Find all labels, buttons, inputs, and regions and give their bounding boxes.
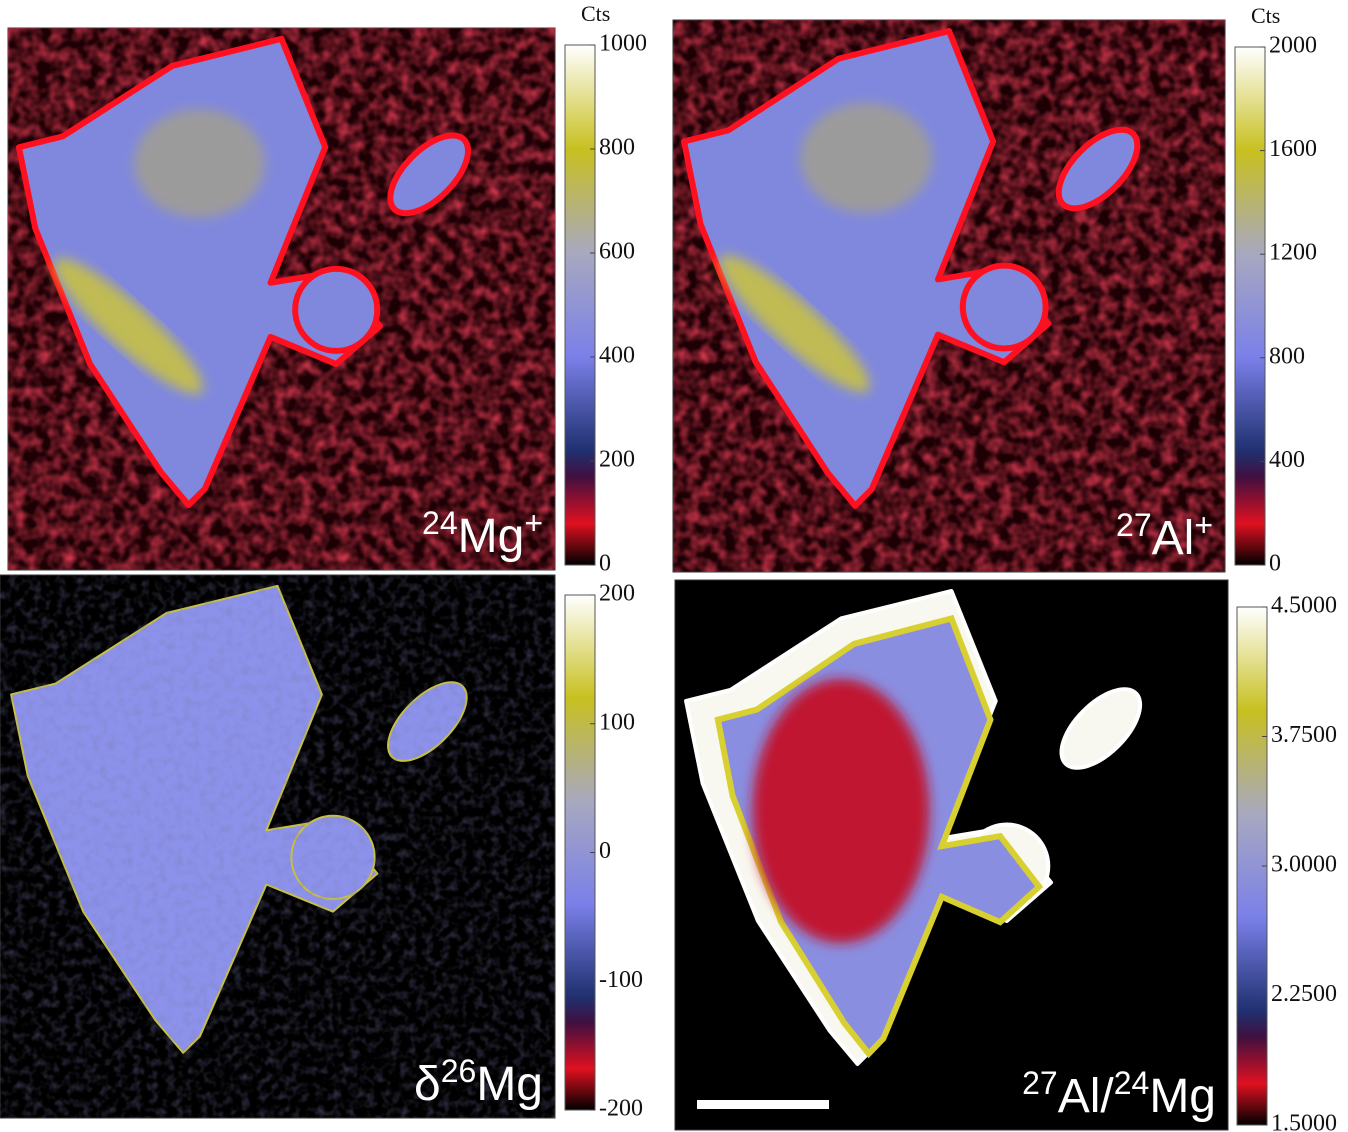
colorbar-unit: Cts [581, 1, 610, 26]
label-text: Mg [1149, 1070, 1216, 1123]
colorbar-tick-label: 0 [599, 551, 611, 577]
image-speckle [0, 575, 555, 1118]
grain [1055, 126, 1141, 212]
grain-core [752, 679, 930, 943]
colorbar-tick-label: 800 [1269, 343, 1305, 369]
image-map [672, 19, 1226, 573]
label-superscript: + [1194, 507, 1213, 543]
image-map [674, 579, 1229, 1131]
grain [959, 262, 1049, 352]
colorbar [564, 594, 596, 1111]
colorbar-tick-label: 200 [599, 581, 635, 607]
panel-label: 27Al+ [1116, 507, 1213, 565]
panel: δ26Mg -200 -100 0 100 200 [0, 574, 643, 1122]
label-superscript: 27 [1116, 507, 1152, 543]
label-superscript: 24 [422, 505, 458, 541]
colorbar-tick-label: -200 [599, 1096, 643, 1122]
colorbar-tick-label: 4.5000 [1271, 593, 1337, 619]
label-text: Mg [476, 1058, 543, 1111]
highlight [719, 255, 870, 393]
label-text: δ [414, 1058, 441, 1111]
grain [387, 132, 472, 217]
highlight [799, 102, 933, 214]
colorbar-tick-label: 3.7500 [1271, 722, 1337, 748]
panel-label: 27Al/24Mg [1022, 1065, 1216, 1123]
panel: 27Al+ Cts 0 400 800 1200 1600 2000 [672, 3, 1317, 577]
image-map [0, 574, 556, 1119]
highlight [53, 258, 203, 394]
colorbar [564, 44, 596, 566]
colorbar-tick-label: 400 [1269, 447, 1305, 473]
colorbar-tick-label: 1000 [599, 31, 647, 57]
colorbar-tick-label: 400 [599, 343, 635, 369]
colorbar [1234, 46, 1266, 566]
colorbar-tick-label: 1.5000 [1271, 1111, 1337, 1132]
label-text: Mg [458, 510, 525, 563]
panel-label: 24Mg+ [422, 505, 543, 563]
label-text: Al [1152, 512, 1195, 565]
image-map [7, 27, 556, 571]
colorbar-tick-label: 0 [1269, 551, 1281, 577]
colorbar-tick-label: 1200 [1269, 240, 1317, 266]
colorbar-tick-label: 2000 [1269, 33, 1317, 59]
colorbar-tick-label: 600 [599, 239, 635, 265]
panel-label: δ26Mg [414, 1053, 543, 1111]
colorbar-tick-label: 1600 [1269, 136, 1317, 162]
colorbar-tick-label: 200 [599, 447, 635, 473]
grain [1059, 687, 1143, 770]
label-superscript: + [524, 505, 543, 541]
colorbar-tick-label: 2.2500 [1271, 981, 1337, 1007]
label-superscript: 24 [1114, 1065, 1150, 1101]
panel: 24Mg+ Cts 0 200 400 600 800 1000 [7, 1, 647, 577]
label-superscript: 27 [1022, 1065, 1058, 1101]
label-text: Al/ [1058, 1070, 1115, 1123]
colorbar-unit: Cts [1251, 3, 1280, 28]
colorbar-tick-label: 800 [599, 135, 635, 161]
colorbar-tick-label: 100 [599, 709, 635, 735]
scale-bar [697, 1100, 829, 1109]
colorbar-tick-label: 0 [599, 838, 611, 864]
grain [292, 265, 381, 354]
label-superscript: 26 [441, 1053, 477, 1089]
panel: 27Al/24Mg 1.5000 2.2500 3.0000 3.7500 4.5000 [674, 579, 1337, 1132]
colorbar-tick-label: 3.0000 [1271, 852, 1337, 878]
highlight [133, 109, 266, 218]
colorbar-tick-label: -100 [599, 967, 643, 993]
